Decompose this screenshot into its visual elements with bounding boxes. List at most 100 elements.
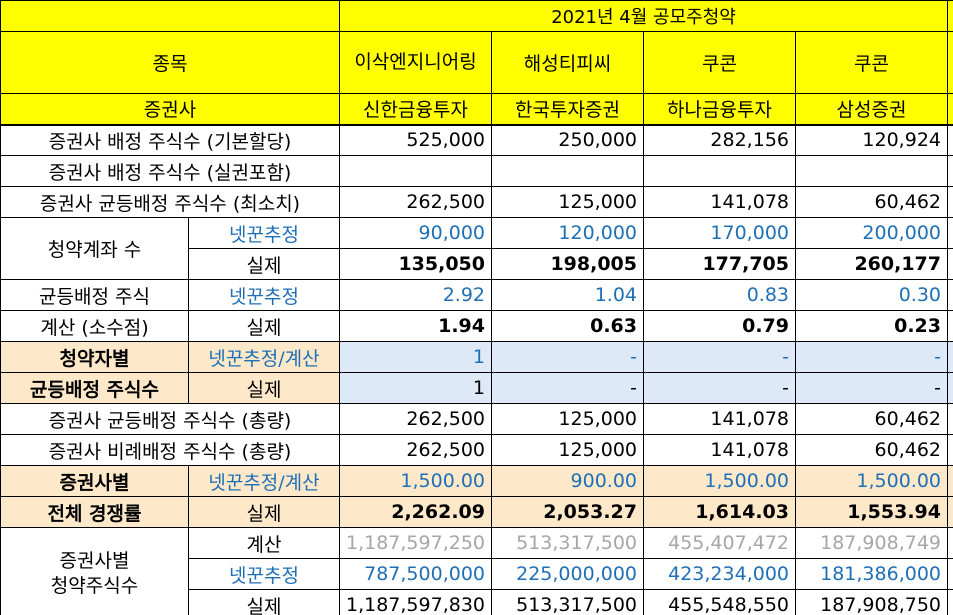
edge-cell bbox=[947, 496, 953, 528]
table-title: 2021년 4월 공모주청약 bbox=[339, 0, 948, 32]
sub-label-actual: 실제 bbox=[188, 310, 340, 342]
edge-cell bbox=[947, 341, 953, 373]
cell: 170,000 bbox=[643, 217, 796, 249]
cell: 125,000 bbox=[491, 434, 644, 466]
table-row: 균등배정 주식 넷꾼추정 2.92 1.04 0.83 0.30 bbox=[0, 279, 953, 311]
sub-label-estimate: 넷꾼추정 bbox=[188, 279, 340, 311]
row-label: 증권사 균등배정 주식수 (최소치) bbox=[0, 186, 340, 218]
cell: 1,500.00 bbox=[795, 465, 948, 497]
table-row: 증권사 배정 주식수 (실권포함) bbox=[0, 155, 953, 187]
row-label: 증권사별 청약주식수 bbox=[0, 527, 189, 615]
table-row: 증권사 균등배정 주식수 (총량) 262,500 125,000 141,07… bbox=[0, 403, 953, 435]
row-label: 전체 경쟁률 bbox=[0, 496, 189, 528]
sub-label-estimate: 넷꾼추정/계산 bbox=[188, 465, 340, 497]
broker-name: 한국투자증권 bbox=[491, 93, 644, 125]
cell: 0.63 bbox=[491, 310, 644, 342]
cell: 187,908,750 bbox=[795, 589, 948, 615]
edge-cell bbox=[947, 527, 953, 559]
edge-cell bbox=[947, 434, 953, 466]
cell: 525,000 bbox=[339, 123, 492, 156]
cell: 0.79 bbox=[643, 310, 796, 342]
table-row: 실제 1,187,597,830 513,317,500 455,548,550… bbox=[1, 589, 953, 615]
table-row: 계산 (소수점) 실제 1.94 0.63 0.79 0.23 bbox=[0, 310, 953, 342]
stock-name: 해성티피씨 bbox=[491, 31, 644, 94]
cell: 1.04 bbox=[491, 279, 644, 311]
stock-row: 종목 이삭엔지니어링 해성티피씨 쿠콘 쿠콘 bbox=[0, 31, 953, 94]
edge-cell bbox=[947, 279, 953, 311]
cell: 1,614.03 bbox=[643, 496, 796, 528]
sub-label-actual: 실제 bbox=[188, 372, 340, 404]
table-row: 증권사별 청약주식수 계산 1,187,597,250 513,317,500 … bbox=[0, 527, 953, 615]
edge-cell bbox=[947, 0, 953, 32]
blank-header-cell bbox=[0, 0, 340, 32]
cell: - bbox=[491, 372, 644, 404]
cell: 1,500.00 bbox=[339, 465, 492, 497]
cell: 141,078 bbox=[643, 434, 796, 466]
stock-name: 쿠콘 bbox=[795, 31, 948, 94]
row-label: 증권사 비례배정 주식수 (총량) bbox=[0, 434, 340, 466]
table-row: 증권사 배정 주식수 (기본할당) 525,000 250,000 282,15… bbox=[0, 123, 953, 156]
cell: 260,177 bbox=[795, 248, 948, 280]
cell: 262,500 bbox=[339, 434, 492, 466]
edge-cell bbox=[947, 248, 953, 280]
broker-name: 신한금융투자 bbox=[339, 93, 492, 125]
cell: 120,924 bbox=[795, 123, 948, 156]
cell: - bbox=[795, 341, 948, 373]
sub-label-actual: 실제 bbox=[188, 589, 340, 615]
cell: 455,407,472 bbox=[643, 527, 796, 559]
edge-cell bbox=[947, 589, 953, 615]
cell: 60,462 bbox=[795, 434, 948, 466]
cell: 262,500 bbox=[339, 403, 492, 435]
table-row: 청약계좌 수 넷꾼추정 90,000 120,000 170,000 200,0… bbox=[0, 217, 953, 280]
cell: 120,000 bbox=[491, 217, 644, 249]
cell: 135,050 bbox=[339, 248, 492, 280]
row-label: 계산 (소수점) bbox=[0, 310, 189, 342]
edge-cell bbox=[947, 123, 953, 156]
table-row: 실제 135,050 198,005 177,705 260,177 bbox=[1, 248, 953, 280]
sub-label-estimate: 넷꾼추정 bbox=[188, 217, 340, 249]
broker-name: 하나금융투자 bbox=[643, 93, 796, 125]
cell: 787,500,000 bbox=[339, 558, 492, 590]
cell: 1,500.00 bbox=[643, 465, 796, 497]
edge-cell bbox=[947, 372, 953, 404]
cell: 1,553.94 bbox=[795, 496, 948, 528]
cell: 1,187,597,830 bbox=[339, 589, 492, 615]
cell bbox=[795, 155, 948, 187]
sub-label-estimate: 넷꾼추정 bbox=[188, 558, 340, 590]
cell: 0.30 bbox=[795, 279, 948, 311]
table-row: 균등배정 주식수 실제 1 - - - bbox=[0, 372, 953, 404]
row-label: 균등배정 주식 bbox=[0, 279, 189, 311]
edge-cell bbox=[947, 155, 953, 187]
cell: 198,005 bbox=[491, 248, 644, 280]
broker-row: 증권사 신한금융투자 한국투자증권 하나금융투자 삼성증권 bbox=[0, 93, 953, 125]
table-row: 청약자별 넷꾼추정/계산 1 - - - bbox=[0, 341, 953, 373]
cell bbox=[339, 155, 492, 187]
cell: 513,317,500 bbox=[491, 527, 644, 559]
row-label: 증권사 배정 주식수 (기본할당) bbox=[0, 123, 340, 156]
cell: 225,000,000 bbox=[491, 558, 644, 590]
cell: 60,462 bbox=[795, 403, 948, 435]
cell: 513,317,500 bbox=[491, 589, 644, 615]
row-label: 증권사 균등배정 주식수 (총량) bbox=[0, 403, 340, 435]
cell: 200,000 bbox=[795, 217, 948, 249]
cell: 900.00 bbox=[491, 465, 644, 497]
cell: - bbox=[643, 372, 796, 404]
table-row: 넷꾼추정 787,500,000 225,000,000 423,234,000… bbox=[1, 558, 953, 590]
cell: 423,234,000 bbox=[643, 558, 796, 590]
cell: 90,000 bbox=[339, 217, 492, 249]
cell: 125,000 bbox=[491, 403, 644, 435]
cell: 0.83 bbox=[643, 279, 796, 311]
cell: 125,000 bbox=[491, 186, 644, 218]
stock-name: 이삭엔지니어링 bbox=[339, 31, 492, 94]
cell: 60,462 bbox=[795, 186, 948, 218]
row-label: 청약계좌 수 bbox=[0, 217, 189, 280]
cell: 141,078 bbox=[643, 186, 796, 218]
cell: 187,908,749 bbox=[795, 527, 948, 559]
sub-label-calc: 계산 bbox=[188, 527, 340, 559]
cell: 2,262.09 bbox=[339, 496, 492, 528]
edge-cell bbox=[947, 403, 953, 435]
cell: 250,000 bbox=[491, 123, 644, 156]
cell: 1,187,597,250 bbox=[339, 527, 492, 559]
